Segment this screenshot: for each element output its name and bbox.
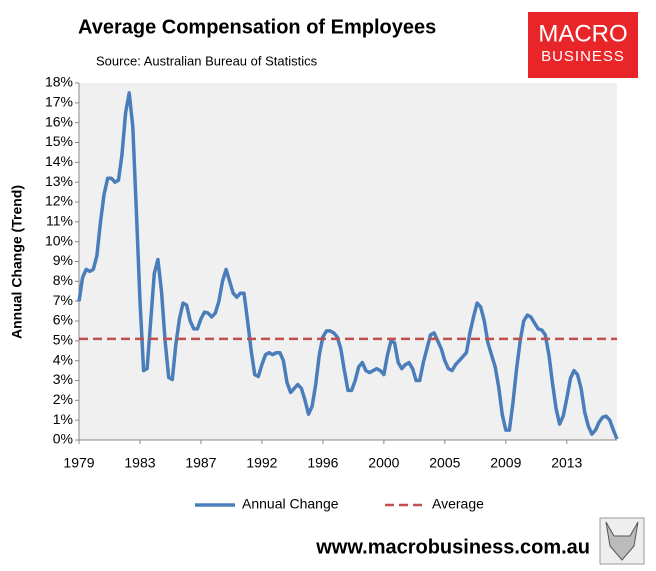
y-tick-label: 2% <box>53 391 73 407</box>
plot-area <box>79 83 617 440</box>
x-tick-label: 1996 <box>307 455 338 471</box>
x-tick-label: 1987 <box>185 455 216 471</box>
x-tick-label: 2013 <box>551 455 582 471</box>
x-tick-label: 1992 <box>246 455 277 471</box>
y-tick-label: 14% <box>45 153 73 169</box>
y-tick-label: 13% <box>45 173 73 189</box>
chart-title: Average Compensation of Employees <box>78 16 436 38</box>
logo-box <box>528 12 638 78</box>
y-axis-label: Annual Change (Trend) <box>9 185 25 339</box>
y-tick-label: 9% <box>53 252 73 268</box>
y-tick-label: 11% <box>46 213 73 229</box>
y-tick-label: 10% <box>45 232 73 248</box>
x-tick-label: 1983 <box>124 455 155 471</box>
legend-label: Average <box>432 496 484 512</box>
x-tick-label: 2005 <box>429 455 460 471</box>
y-tick-label: 17% <box>45 94 73 110</box>
wolf-icon <box>599 517 645 565</box>
x-tick-label: 1979 <box>63 455 94 471</box>
legend-label: Annual Change <box>242 496 339 512</box>
footer: www.macrobusiness.com.au <box>315 536 590 558</box>
x-tick-label: 2000 <box>368 455 399 471</box>
y-tick-label: 7% <box>53 292 73 308</box>
y-tick-label: 0% <box>53 431 73 447</box>
y-tick-label: 18% <box>45 74 73 90</box>
logo: MACRO BUSINESS <box>528 12 638 78</box>
icon-shape <box>605 521 639 561</box>
x-tick-label: 2009 <box>490 455 521 471</box>
y-tick-label: 5% <box>53 332 73 348</box>
logo-text: MACRO <box>538 20 627 47</box>
y-tick-label: 16% <box>45 113 73 129</box>
y-tick-label: 3% <box>53 371 73 387</box>
chart-subtitle: Source: Australian Bureau of Statistics <box>96 53 318 68</box>
y-tick-label: 4% <box>53 351 73 367</box>
y-tick-label: 1% <box>53 411 73 427</box>
y-tick-label: 8% <box>53 272 73 288</box>
y-tick-label: 6% <box>53 312 73 328</box>
y-tick-label: 15% <box>45 133 73 149</box>
logo-text: BUSINESS <box>541 48 625 65</box>
series-line <box>77 91 619 440</box>
y-tick-label: 12% <box>45 193 73 209</box>
